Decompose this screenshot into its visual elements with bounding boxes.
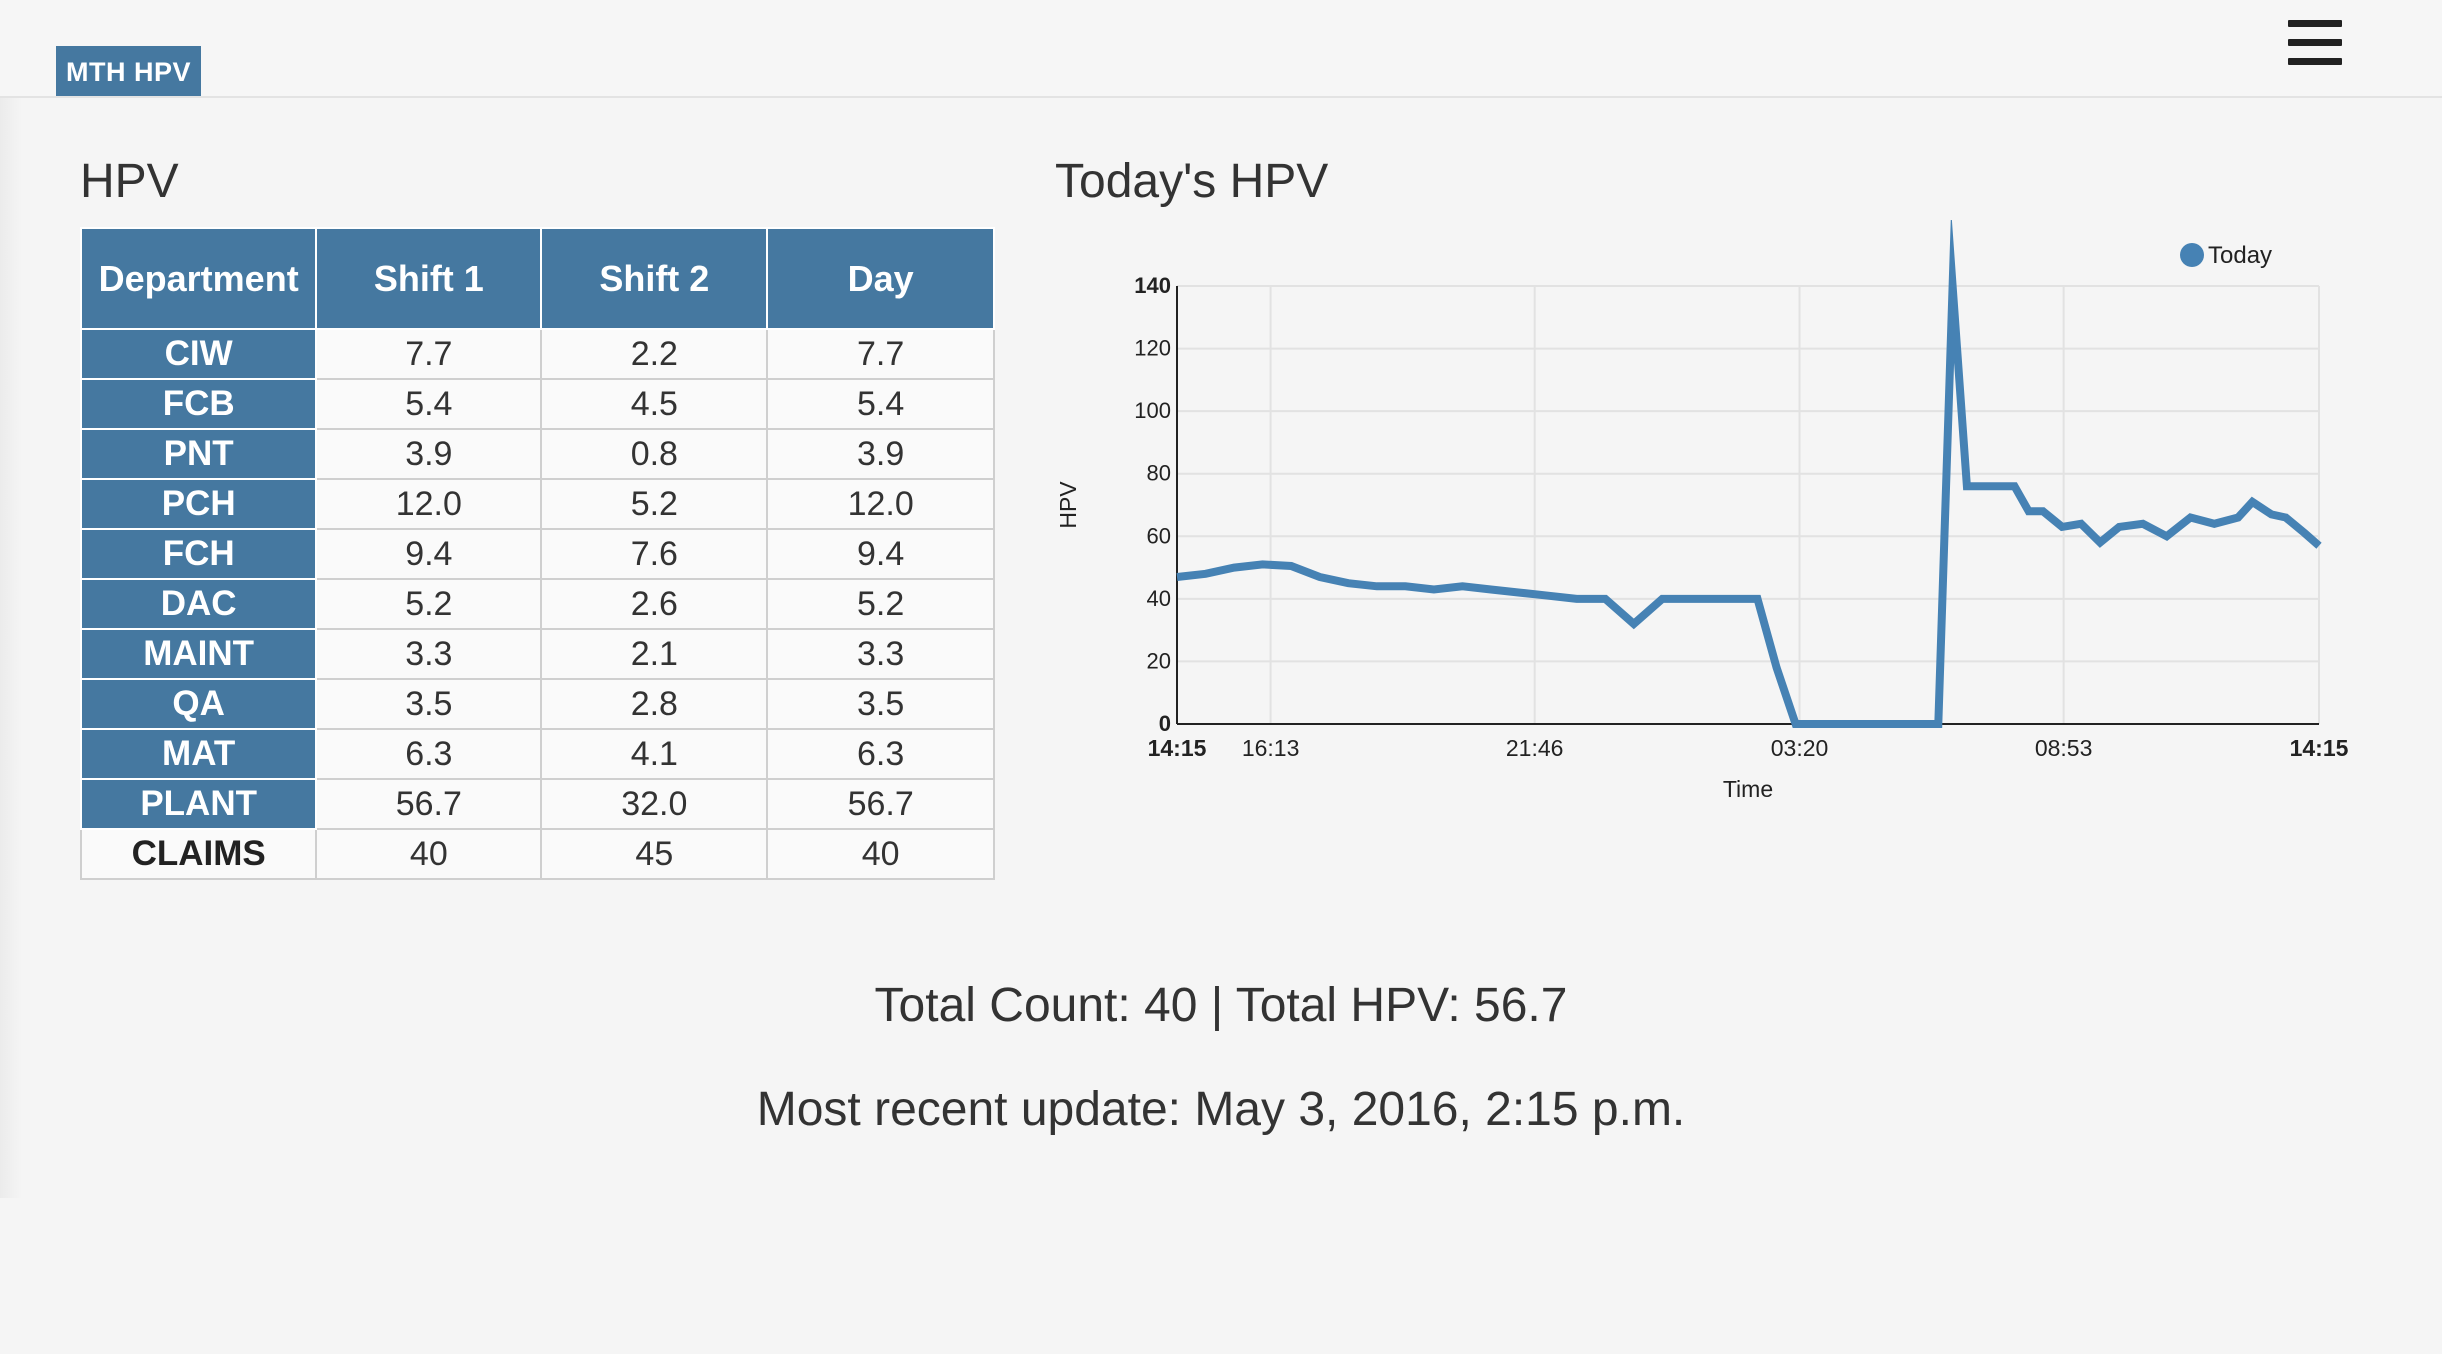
brand-logo[interactable]: MTH HPV [56,46,201,96]
hpv-table: Department Shift 1 Shift 2 Day CIW 7.7 2.2… [79,227,995,880]
table-row: PCH 12.0 5.2 12.0 [79,478,995,530]
legend-marker-today [2180,243,2204,267]
y-tick-label: 120 [1134,336,1171,361]
dept-cell: CLAIMS [79,828,318,880]
day-cell: 9.4 [766,528,995,580]
column-header-shift-2: Shift 2 [540,227,769,330]
last-update-text: Most recent update: May 3, 2016, 2:15 p.… [756,1083,1686,1136]
table-row: FCH 9.4 7.6 9.4 [79,528,995,580]
shift-1-cell: 3.3 [315,628,543,680]
shift-2-cell: 0.8 [540,428,769,480]
dept-cell: PCH [79,478,318,530]
x-tick-label: 21:46 [1506,735,1564,761]
x-tick-label: 14:15 [2290,735,2349,761]
y-tick-label: 100 [1134,398,1171,423]
shift-1-cell: 9.4 [315,528,543,580]
shift-1-cell: 5.2 [315,578,543,630]
shift-2-cell: 2.6 [540,578,769,630]
x-axis-title: Time [1723,776,1773,802]
dept-cell: QA [79,678,318,730]
x-tick-label: 14:15 [1148,735,1207,761]
day-cell: 5.4 [766,378,995,430]
table-title: HPV [80,155,179,208]
table-row: MAINT 3.3 2.1 3.3 [79,628,995,680]
day-cell: 3.9 [766,428,995,480]
table-row: MAT 6.3 4.1 6.3 [79,728,995,780]
hpv-line-chart: 0 20 40 60 80 100 120 140 14:15 16:13 21:46 03:20 08… [1055,220,2349,802]
table-header-row: Department Shift 1 Shift 2 Day [79,227,995,330]
dept-cell: FCH [79,528,318,580]
dept-cell: PNT [79,428,318,480]
total-summary: Total Count: 40 | Total HPV: 56.7 [874,979,1568,1032]
shift-2-cell: 32.0 [540,778,769,830]
chart-title: Today's HPV [1055,155,1329,208]
table-row: PNT 3.9 0.8 3.9 [79,428,995,480]
shift-1-cell: 3.9 [315,428,543,480]
shift-2-cell: 5.2 [540,478,769,530]
table-row: CLAIMS 40 45 40 [79,828,995,880]
shift-1-cell: 7.7 [315,328,543,380]
day-cell: 3.3 [766,628,995,680]
shift-2-cell: 2.8 [540,678,769,730]
table-row: PLANT 56.7 32.0 56.7 [79,778,995,830]
y-axis-title: HPV [1055,481,1081,529]
dept-cell: MAT [79,728,318,780]
shift-2-cell: 2.2 [540,328,769,380]
y-tick-label: 20 [1147,648,1171,673]
shift-2-cell: 4.5 [540,378,769,430]
x-tick-label: 03:20 [1771,735,1829,761]
legend-label-today: Today [2208,242,2272,269]
column-header-department: Department [79,227,318,330]
x-tick-label: 08:53 [2035,735,2093,761]
shift-1-cell: 56.7 [315,778,543,830]
day-cell: 6.3 [766,728,995,780]
column-header-day: Day [766,227,995,330]
shift-1-cell: 40 [315,828,543,880]
table-row: DAC 5.2 2.6 5.2 [79,578,995,630]
dept-cell: DAC [79,578,318,630]
shift-2-cell: 2.1 [540,628,769,680]
hamburger-bar [2288,58,2342,65]
top-navbar: MTH HPV [0,0,2442,98]
shift-1-cell: 3.5 [315,678,543,730]
shift-2-cell: 45 [540,828,769,880]
y-tick-label: 40 [1147,586,1171,611]
dept-cell: MAINT [79,628,318,680]
y-tick-label: 140 [1134,273,1171,298]
shift-1-cell: 5.4 [315,378,543,430]
shift-2-cell: 7.6 [540,528,769,580]
day-cell: 7.7 [766,328,995,380]
shift-1-cell: 12.0 [315,478,543,530]
day-cell: 5.2 [766,578,995,630]
day-cell: 40 [766,828,995,880]
page-edge-shadow [0,98,22,1198]
table-row: QA 3.5 2.8 3.5 [79,678,995,730]
y-tick-label: 80 [1147,461,1171,486]
dept-cell: FCB [79,378,318,430]
shift-2-cell: 4.1 [540,728,769,780]
shift-1-cell: 6.3 [315,728,543,780]
day-cell: 3.5 [766,678,995,730]
y-tick-label: 0 [1159,711,1171,736]
day-cell: 12.0 [766,478,995,530]
hamburger-icon[interactable] [2288,20,2342,68]
table-row: CIW 7.7 2.2 7.7 [79,328,995,380]
hamburger-bar [2288,20,2342,27]
dept-cell: PLANT [79,778,318,830]
y-tick-label: 60 [1147,523,1171,548]
column-header-shift-1: Shift 1 [315,227,543,330]
table-row: FCB 5.4 4.5 5.4 [79,378,995,430]
series-line-today [1176,220,2322,728]
dept-cell: CIW [79,328,318,380]
day-cell: 56.7 [766,778,995,830]
x-tick-label: 16:13 [1242,735,1300,761]
hamburger-bar [2288,39,2342,46]
